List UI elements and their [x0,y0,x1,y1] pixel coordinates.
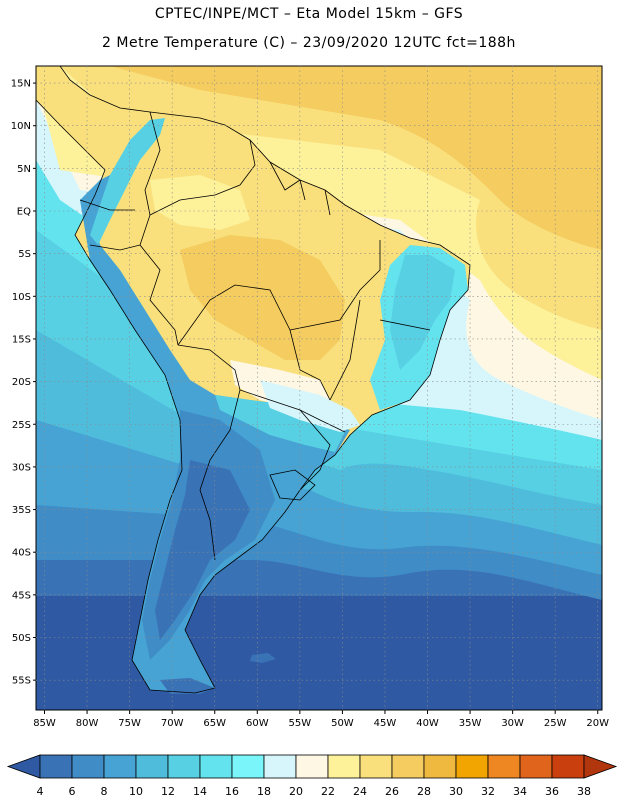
colorbar-label: 32 [481,785,495,798]
lat-label: 45S [12,590,31,601]
colorbar-label: 18 [257,785,271,798]
lon-label: 40W [416,718,439,729]
lon-label: 30W [501,718,524,729]
lon-label: 80W [76,718,99,729]
colorbar-swatch [263,754,297,779]
lat-label: 50S [12,633,31,644]
lat-label: 55S [12,676,31,687]
longitude-labels: 85W 80W 75W 70W 65W 60W 55W 50W 45W 40W 35W 30W 25W 2… [33,710,609,729]
colorbar-label: 36 [545,785,559,798]
lat-label: EQ [17,207,31,218]
graticule [36,66,602,710]
title-line-1: CPTEC/INPE/MCT – Eta Model 15km – GFS [154,6,464,22]
colorbar-low-arrow [6,754,41,779]
lon-label: 50W [331,718,354,729]
lon-label: 45W [374,718,397,729]
lon-label: 35W [459,718,482,729]
latitude-labels: 15N 10N 5N EQ 5S 10S 15S 20S 25S 30S 35S 40S 45S 50S 5… [11,79,36,687]
colorbar-swatch [71,754,105,779]
colorbar-label: 22 [321,785,335,798]
colorbar-swatch [167,754,201,779]
colorbar-swatch [551,754,585,779]
lat-label: 35S [12,505,31,516]
colorbar-swatch [455,754,489,779]
lon-label: 25W [544,718,567,729]
lon-label: 65W [203,718,226,729]
map-frame [35,65,603,711]
colorbar-swatch [359,754,393,779]
lat-label: 15S [12,334,31,345]
colorbar-label: 6 [69,785,76,798]
colorbar-label: 12 [161,785,175,798]
lat-label: 5N [17,164,31,175]
lon-label: 70W [161,718,184,729]
colorbar-label: 16 [225,785,239,798]
colorbar-swatch [423,754,457,779]
colorbar-swatch [519,754,553,779]
lat-label: 40S [12,548,31,559]
temperature-field [36,66,602,710]
colorbar-label: 26 [385,785,399,798]
colorbar-label: 30 [449,785,463,798]
colorbar-swatch [327,754,361,779]
continent-land [36,66,470,694]
colorbar-high-arrow [583,754,618,779]
lon-label: 55W [289,718,312,729]
colorbar-swatch [487,754,521,779]
colorbar-label: 8 [101,785,108,798]
colorbar-swatch [391,754,425,779]
country-borders [36,66,471,694]
title-line-2: 2 Metre Temperature (C) – 23/09/2020 12U… [102,35,516,51]
colorbar-label: 38 [577,785,591,798]
colorbar-swatch [39,754,73,779]
lon-label: 85W [33,718,56,729]
colorbar-label: 34 [513,785,527,798]
colorbar-label: 4 [37,785,44,798]
lat-label: 10S [12,292,31,303]
colorbar-label: 14 [193,785,207,798]
lon-label: 20W [586,718,609,729]
lat-label: 25S [12,420,31,431]
colorbar-swatch [231,754,265,779]
lat-label: 30S [12,462,31,473]
colorbar-label: 20 [289,785,303,798]
colorbar-swatch [295,754,329,779]
colorbar-label: 28 [417,785,431,798]
lat-label: 10N [11,121,31,132]
colorbar-label: 24 [353,785,367,798]
lon-label: 60W [246,718,269,729]
colorbar: 4 6 8 10 12 14 16 18 20 22 24 26 28 30 32 34 36 38 [6,754,618,798]
colorbar-swatch [135,754,169,779]
lat-label: 5S [18,249,31,260]
lon-label: 75W [118,718,141,729]
lat-label: 15N [11,79,31,90]
lat-label: 20S [12,377,31,388]
colorbar-swatch [199,754,233,779]
colorbar-label: 10 [129,785,143,798]
colorbar-swatch [103,754,137,779]
